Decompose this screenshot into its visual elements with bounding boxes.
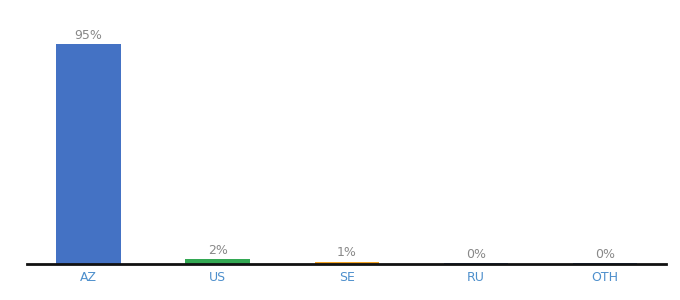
Bar [443, 263, 508, 264]
Text: 95%: 95% [75, 29, 103, 42]
Text: 1%: 1% [337, 246, 357, 260]
Text: 0%: 0% [595, 248, 615, 261]
Bar [315, 262, 379, 264]
Text: 0%: 0% [466, 248, 486, 261]
Bar [56, 44, 121, 264]
Bar [573, 263, 637, 264]
Bar [186, 260, 250, 264]
Text: 2%: 2% [207, 244, 228, 257]
